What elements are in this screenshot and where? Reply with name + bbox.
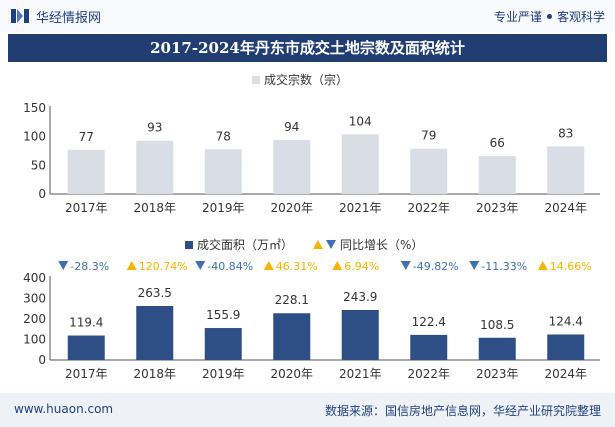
x-tick-label-count: 2021年	[339, 201, 382, 215]
x-tick-label-count: 2023年	[476, 201, 519, 215]
footer-site: www.huaon.com	[14, 402, 114, 416]
y-tick-label-count: 100	[23, 130, 46, 144]
growth-up-triangle-icon	[263, 261, 274, 270]
legend-label-growth: 同比增长（%）	[340, 238, 423, 252]
x-tick-label-count: 2017年	[65, 201, 108, 215]
growth-down-triangle-icon	[195, 261, 206, 270]
x-tick-label-count: 2019年	[202, 201, 245, 215]
growth-label: 14.66%	[550, 260, 592, 273]
data-label-count: 94	[284, 120, 299, 134]
data-label-area: 228.1	[275, 293, 309, 307]
y-tick-label-area: 0	[38, 353, 46, 367]
bar-area	[67, 335, 105, 360]
bar-count	[204, 149, 242, 194]
y-tick-label-area: 400	[23, 271, 46, 285]
data-label-count: 77	[79, 130, 94, 144]
growth-up-triangle-icon	[332, 261, 343, 270]
bar-count	[273, 140, 311, 194]
growth-label: 46.31%	[276, 260, 318, 273]
legend-label-count: 成交宗数（宗）	[264, 72, 348, 87]
x-tick-label-area: 2020年	[270, 367, 313, 381]
x-tick-label-area: 2019年	[202, 367, 245, 381]
legend-down-triangle-icon	[326, 240, 336, 249]
bar-count	[547, 146, 585, 194]
land-area-chart: 成交面积（万㎡） 同比增长（%） 0 100 200 300 400 119.4 2017年 -2…	[23, 237, 600, 381]
y-tick-label-count: 0	[38, 187, 46, 201]
legend-swatch-count	[252, 76, 260, 84]
data-label-area: 263.5	[138, 286, 172, 300]
data-label-count: 83	[558, 126, 573, 140]
chart-title: 2017-2024年丹东市成交土地宗数及面积统计	[150, 39, 465, 57]
x-tick-label-count: 2018年	[133, 201, 176, 215]
y-tick-label-count: 150	[23, 101, 46, 115]
x-tick-label-count: 2020年	[270, 201, 313, 215]
legend-label-area: 成交面积（万㎡）	[197, 237, 293, 252]
data-label-area: 119.4	[69, 316, 103, 330]
slogan-left: 专业严谨	[493, 10, 542, 24]
y-tick-label-area: 300	[23, 292, 46, 306]
footer: www.huaon.com 数据来源：国信房地产信息网，华经产业研究院整理	[0, 393, 615, 427]
bar-area	[204, 328, 242, 360]
slogan: 专业严谨 客观科学	[494, 8, 605, 25]
y-tick-label-area: 200	[23, 312, 46, 326]
growth-label: -11.33%	[481, 260, 527, 273]
bar-area	[547, 334, 585, 360]
bar-count	[478, 156, 516, 194]
legend-swatch-area	[185, 241, 193, 249]
growth-down-triangle-icon	[469, 261, 480, 270]
x-tick-label-area: 2024年	[544, 367, 587, 381]
data-label-area: 124.4	[549, 314, 583, 328]
bar-count	[341, 134, 379, 194]
brand-name: 华经情报网	[36, 11, 102, 26]
data-label-area: 155.9	[206, 308, 240, 322]
data-label-count: 79	[421, 129, 436, 143]
data-label-area: 108.5	[480, 318, 514, 332]
bar-count	[410, 148, 448, 194]
bar-area	[273, 313, 311, 360]
x-tick-label-count: 2024年	[544, 201, 587, 215]
huajing-logo-icon	[11, 9, 29, 23]
data-label-area: 243.9	[343, 290, 377, 304]
bar-area	[136, 305, 174, 360]
title-bar: 2017-2024年丹东市成交土地宗数及面积统计	[8, 34, 607, 62]
growth-down-triangle-icon	[58, 261, 69, 270]
growth-down-triangle-icon	[400, 261, 411, 270]
bar-area	[341, 310, 379, 360]
bar-count	[67, 149, 105, 194]
slogan-dot-icon	[546, 14, 552, 19]
bar-count	[136, 140, 174, 194]
bar-area	[478, 337, 516, 360]
y-tick-label-area: 100	[23, 333, 46, 347]
top-bar: 华经情报网 专业严谨 客观科学	[0, 0, 615, 32]
growth-label: -40.84%	[207, 260, 253, 273]
y-tick-label-count: 50	[31, 158, 46, 172]
growth-label: 6.94%	[344, 260, 379, 273]
x-tick-label-area: 2023年	[476, 367, 519, 381]
slogan-right: 客观科学	[556, 10, 605, 24]
land-count-chart: 成交宗数（宗） 0 50 100 150 77 2017年 93 2018年 78 2019年 94 2…	[23, 72, 600, 215]
x-tick-label-area: 2021年	[339, 367, 382, 381]
growth-label: -49.82%	[413, 260, 459, 273]
x-tick-label-area: 2017年	[65, 367, 108, 381]
growth-label: -28.3%	[70, 260, 109, 273]
legend-up-triangle-icon	[313, 240, 323, 249]
data-label-count: 66	[490, 136, 505, 150]
data-label-area: 122.4	[412, 315, 446, 329]
growth-up-triangle-icon	[537, 261, 548, 270]
x-tick-label-area: 2018年	[133, 367, 176, 381]
x-tick-label-area: 2022年	[407, 367, 450, 381]
growth-label: 120.74%	[139, 260, 188, 273]
data-label-count: 93	[147, 121, 162, 135]
data-label-count: 78	[216, 129, 231, 143]
data-label-count: 104	[349, 114, 372, 128]
x-tick-label-count: 2022年	[407, 201, 450, 215]
growth-up-triangle-icon	[126, 261, 137, 270]
footer-source: 数据来源：国信房地产信息网，华经产业研究院整理	[324, 404, 601, 418]
bar-area	[410, 334, 448, 360]
